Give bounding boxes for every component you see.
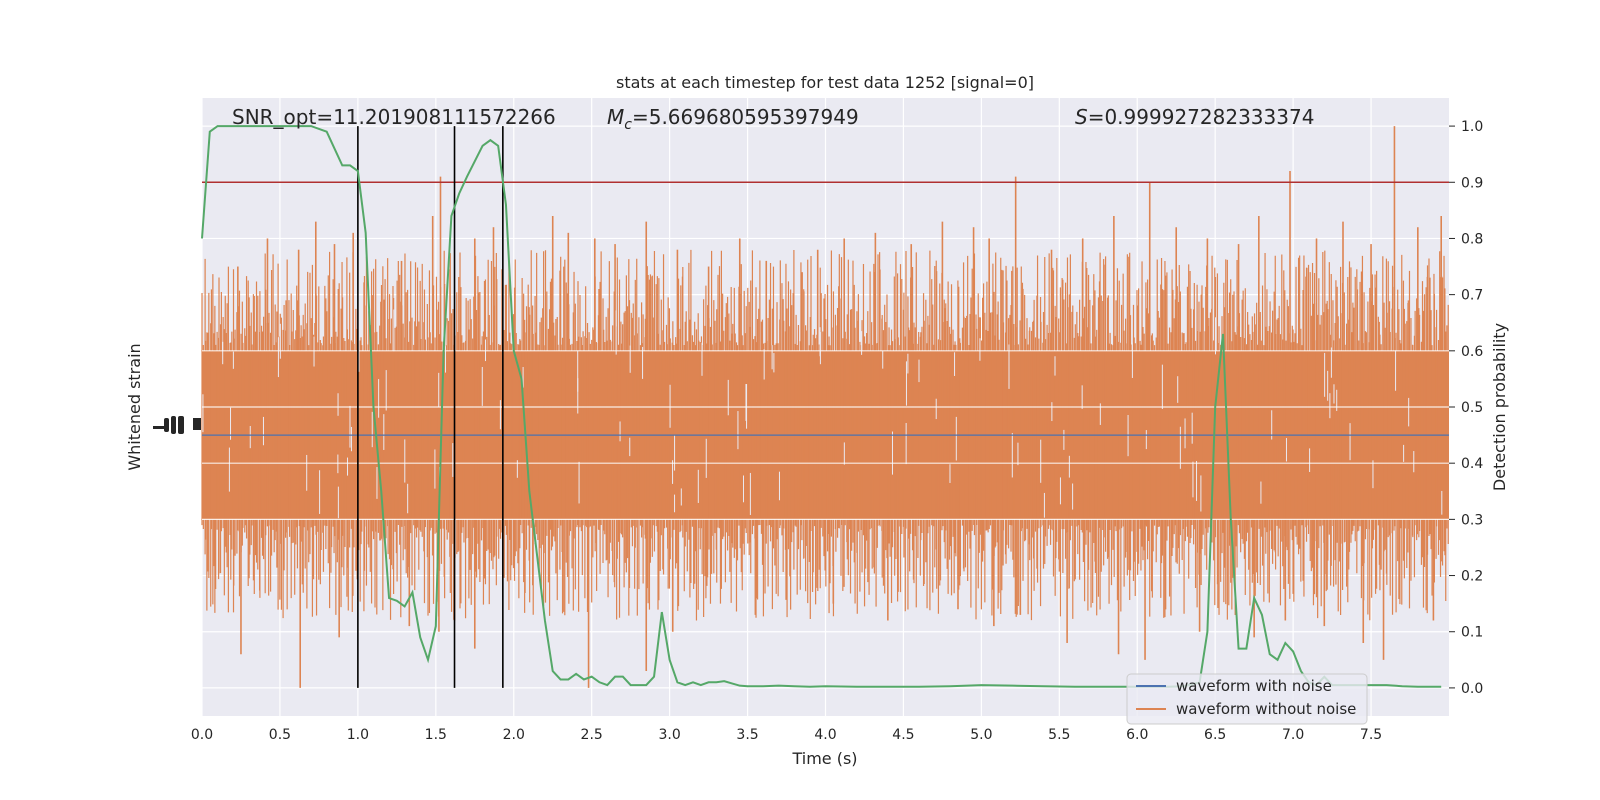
- detection-probability-line: [201, 125, 1442, 688]
- x-tick-label: 2.5: [581, 727, 603, 743]
- y-tick-label: 0.7: [1461, 288, 1483, 304]
- s-annotation: S=0.999927282333374: [1075, 105, 1314, 129]
- y-tick-label: 1.0: [1461, 119, 1483, 135]
- y-tick-label: 0.9: [1461, 175, 1483, 191]
- y-tick-label: 0.8: [1461, 231, 1483, 247]
- x-tick-label: 3.5: [736, 727, 758, 743]
- x-tick-label: 5.5: [1048, 727, 1070, 743]
- x-tick-label: 0.0: [191, 727, 213, 743]
- legend-label-without-noise: waveform without noise: [1176, 700, 1356, 718]
- y-tick-label: 0.1: [1461, 625, 1483, 641]
- legend: waveform with noise waveform without noi…: [1126, 673, 1368, 725]
- x-tick-label: 2.0: [503, 727, 525, 743]
- x-tick-label: 3.0: [658, 727, 680, 743]
- y-tick-label: 0.3: [1461, 512, 1483, 528]
- y-tick-label: 0.4: [1461, 456, 1483, 472]
- y-axis-label-right: Detection probability: [1490, 323, 1509, 491]
- vertical-markers: [357, 126, 504, 688]
- snr-annotation: SNR_opt=11.201908111572266: [232, 105, 556, 129]
- x-tick-label: 6.0: [1126, 727, 1148, 743]
- x-axis-label: Time (s): [791, 749, 857, 768]
- chirp-mass-annotation: Mc=5.669680595397949: [607, 105, 859, 133]
- y-tick-label: 0.2: [1461, 569, 1483, 585]
- left-tick-clutter: [153, 416, 201, 434]
- chart-title: stats at each timestep for test data 125…: [616, 73, 1034, 92]
- y-ticks-right: 0.0 0.1 0.2 0.3 0.4 0.5 0.6 0.7 0.8 0.9 1.0: [1449, 119, 1483, 697]
- x-tick-label: 1.5: [425, 727, 447, 743]
- x-ticks: 0.0 0.5 1.0 1.5 2.0 2.5 3.0 3.5 4.0 4.5 5.0 5.5 6.0 6…: [191, 727, 1382, 743]
- x-tick-label: 0.5: [269, 727, 291, 743]
- y-tick-label: 0.0: [1461, 681, 1483, 697]
- legend-label-with-noise: waveform with noise: [1176, 677, 1332, 695]
- x-tick-label: 4.0: [814, 727, 836, 743]
- x-tick-label: 6.5: [1204, 727, 1226, 743]
- y-tick-label: 0.5: [1461, 400, 1483, 416]
- x-tick-label: 4.5: [892, 727, 914, 743]
- x-tick-label: 1.0: [347, 727, 369, 743]
- x-tick-label: 7.5: [1360, 727, 1382, 743]
- legend-box: [1126, 673, 1368, 725]
- y-tick-label: 0.6: [1461, 344, 1483, 360]
- x-tick-label: 7.0: [1282, 727, 1304, 743]
- y-axis-label-left: Whitened strain: [125, 343, 144, 470]
- x-tick-label: 5.0: [970, 727, 992, 743]
